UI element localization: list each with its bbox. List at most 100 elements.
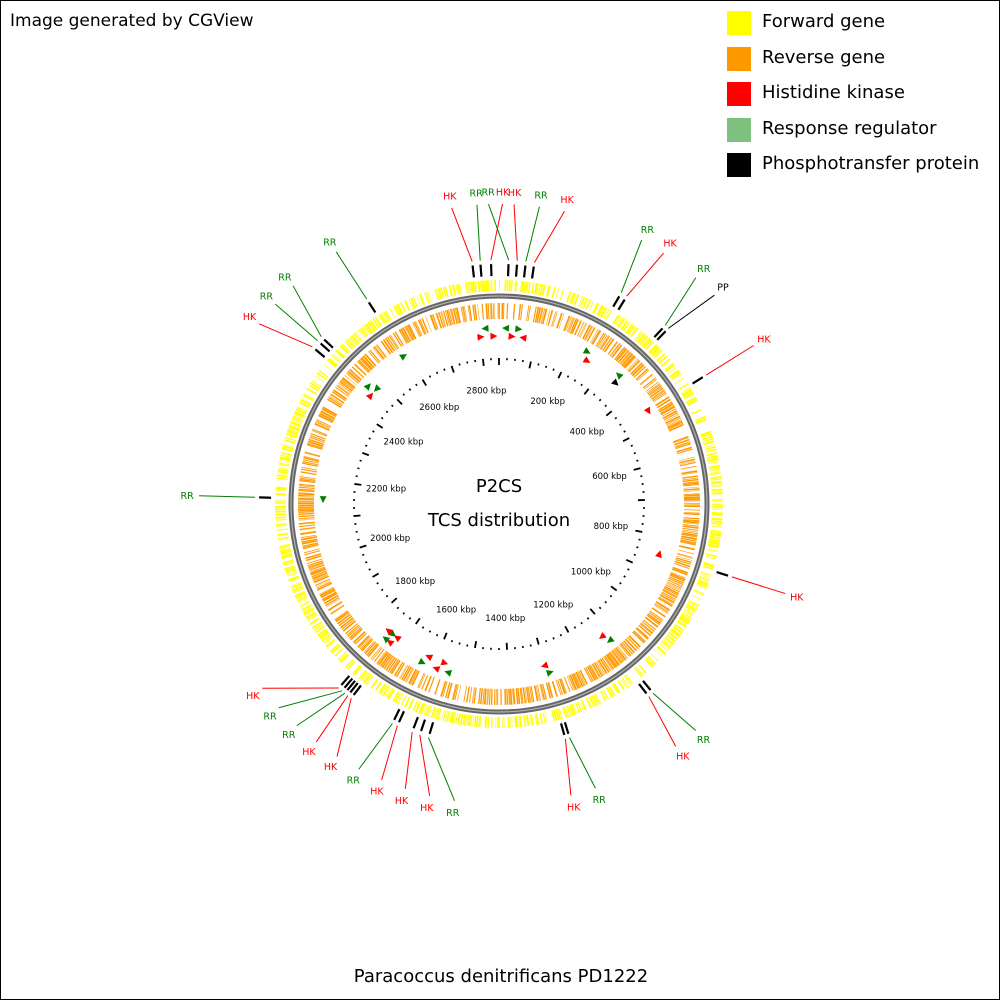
forward-gene-segment (320, 632, 330, 640)
forward-gene-segment (276, 524, 288, 527)
forward-gene-segment (437, 708, 442, 720)
reverse-gene-segment (590, 329, 599, 344)
forward-gene-segment (679, 616, 690, 624)
reverse-gene-segment (680, 540, 697, 545)
forward-gene-segment (617, 680, 625, 691)
reverse-gene-segment (431, 314, 438, 330)
forward-gene-segment (499, 280, 500, 291)
forward-gene-segment (630, 327, 639, 338)
forward-gene-segment (597, 305, 605, 317)
forward-gene-segment (541, 284, 546, 296)
forward-gene-segment (712, 499, 723, 501)
reverse-gene-segment (542, 683, 547, 700)
forward-gene-segment (510, 280, 513, 292)
forward-gene-segment (275, 505, 286, 508)
reverse-gene-segment (373, 346, 385, 360)
tcs-strand-marker (582, 356, 591, 363)
reverse-gene-segment (658, 401, 673, 411)
forward-gene-segment (276, 528, 288, 531)
reverse-gene-segment (512, 688, 516, 705)
forward-gene-segment (430, 706, 436, 718)
reverse-gene-segment (336, 385, 350, 396)
forward-gene-segment (290, 422, 301, 428)
forward-gene-segment (279, 543, 290, 547)
forward-gene-segment (366, 322, 374, 332)
tcs-gene-label: HK (302, 747, 316, 758)
tcs-strand-marker (382, 636, 391, 644)
reverse-gene-segment (349, 627, 362, 639)
forward-gene-segment (277, 532, 289, 536)
reverse-gene-segment (662, 410, 678, 419)
forward-gene-segment (705, 448, 717, 453)
reverse-gene-segment (440, 680, 447, 697)
forward-gene-segment (599, 691, 607, 702)
forward-gene-segment (706, 455, 718, 460)
reverse-gene-segment (668, 576, 685, 584)
scale-minor-tick (598, 606, 602, 610)
reverse-gene-segment (334, 610, 349, 622)
reverse-gene-segment (508, 688, 510, 705)
reverse-gene-segment (364, 641, 377, 655)
forward-gene-segment (286, 572, 298, 577)
forward-gene-segment (303, 607, 314, 614)
reverse-gene-segment (338, 615, 353, 627)
reverse-gene-segment (494, 688, 496, 705)
reverse-gene-segment (551, 311, 557, 327)
forward-gene-segment (680, 614, 691, 622)
tcs-strand-marker (611, 378, 619, 386)
tcs-strand-marker (373, 384, 382, 392)
forward-gene-segment (670, 629, 680, 638)
forward-gene-segment (708, 540, 720, 545)
reverse-gene-segment (612, 649, 623, 663)
reverse-gene-segment (340, 380, 354, 391)
reverse-gene-segment (298, 504, 314, 507)
tcs-callout-line (274, 303, 318, 342)
forward-gene-segment (282, 445, 294, 450)
forward-gene-segment (360, 671, 368, 681)
forward-gene-segment (696, 582, 708, 588)
forward-gene-segment (279, 457, 291, 462)
reverse-gene-segment (301, 540, 318, 545)
reverse-gene-segment (683, 519, 700, 523)
reverse-gene-segment (683, 486, 700, 489)
reverse-gene-segment (463, 686, 467, 702)
reverse-gene-segment (480, 688, 483, 705)
forward-gene-segment (394, 305, 401, 316)
reverse-gene-segment (312, 428, 328, 436)
reverse-gene-segment (615, 347, 627, 362)
tcs-gene-label: RR (469, 188, 483, 199)
reverse-gene-segment (633, 366, 646, 378)
tcs-gene-marker (653, 327, 664, 338)
forward-gene-segment (566, 705, 572, 717)
forward-gene-track (275, 280, 723, 728)
scale-tick-label: 2800 kbp (466, 387, 506, 397)
reverse-gene-segment (442, 310, 449, 327)
forward-gene-segment (542, 712, 546, 724)
forward-gene-segment (661, 640, 672, 649)
reverse-gene-segment (642, 377, 656, 389)
forward-gene-segment (613, 682, 621, 694)
tcs-strand-marker (582, 347, 591, 354)
forward-gene-segment (288, 575, 299, 581)
forward-gene-segment (566, 291, 572, 303)
forward-gene-segment (592, 302, 600, 314)
forward-gene-segment (674, 377, 685, 385)
forward-gene-segment (484, 716, 488, 728)
forward-gene-segment (711, 508, 723, 510)
reverse-gene-segment (349, 368, 363, 381)
forward-gene-segment (481, 280, 484, 292)
reverse-gene-segment (678, 549, 694, 555)
reverse-gene-segment (392, 332, 403, 347)
forward-gene-segment (534, 283, 538, 295)
forward-gene-segment (275, 486, 287, 489)
reverse-gene-segment (405, 667, 414, 682)
reverse-gene-segment (300, 471, 317, 476)
reverse-gene-segment (319, 587, 335, 597)
reverse-gene-segment (683, 517, 700, 520)
reverse-gene-segment (604, 655, 615, 670)
forward-gene-segment (710, 530, 722, 534)
forward-gene-segment (325, 638, 335, 647)
reverse-gene-segment (432, 314, 439, 330)
forward-gene-segment (314, 375, 325, 383)
reverse-gene-segment (347, 625, 361, 637)
